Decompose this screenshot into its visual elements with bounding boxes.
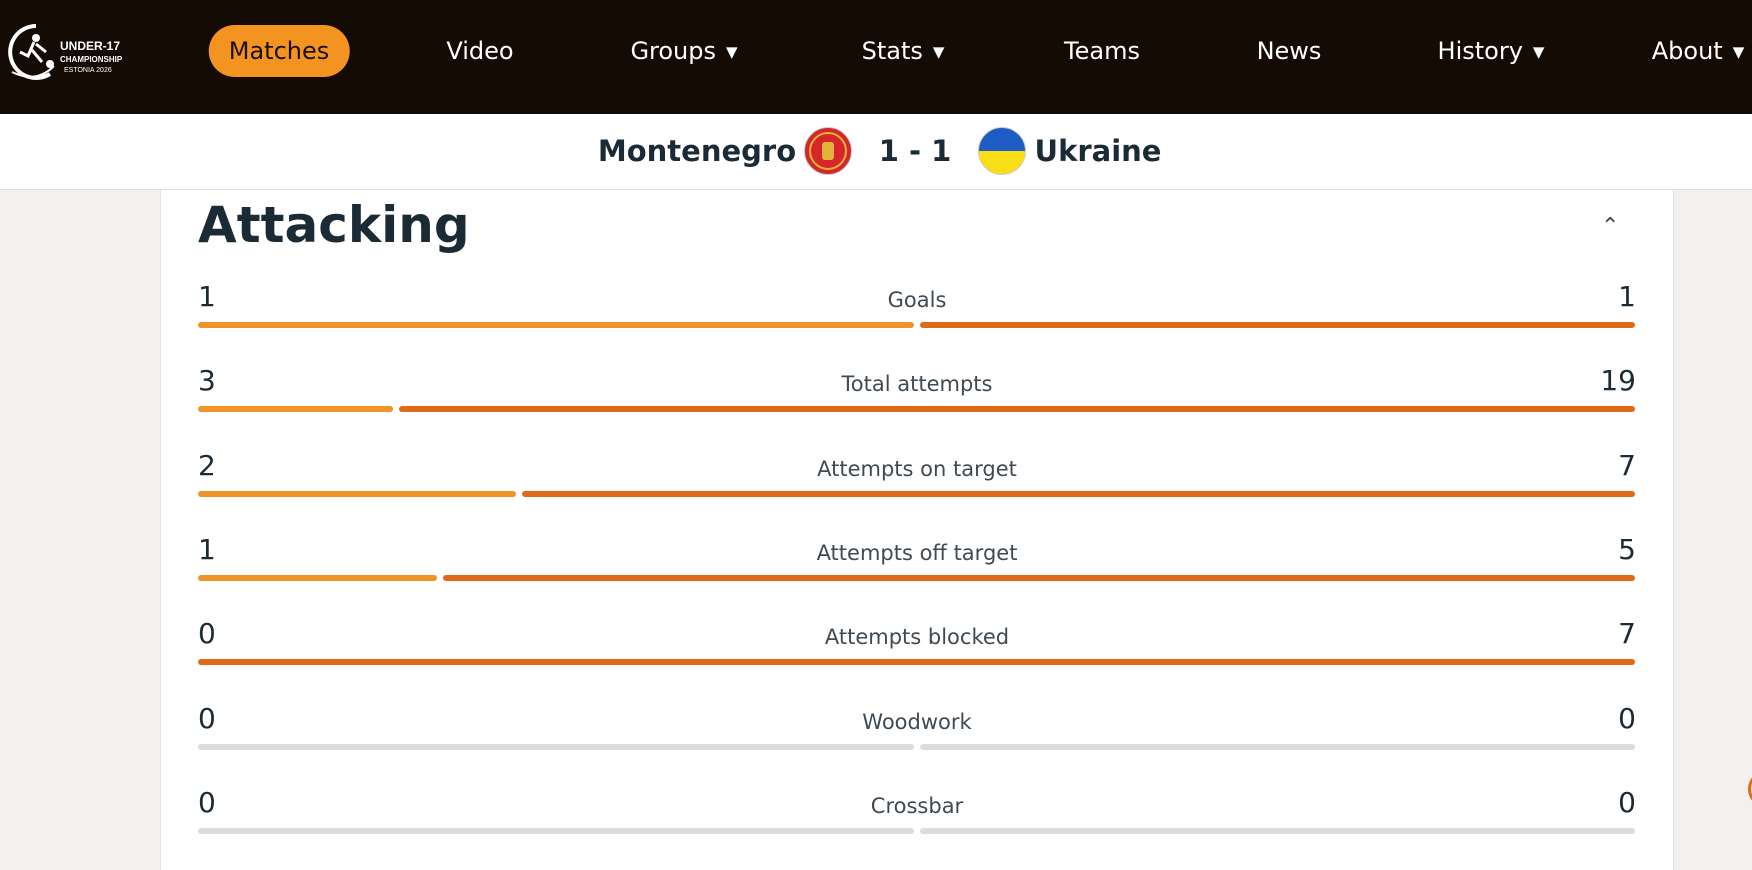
- away-value: 0: [1618, 701, 1636, 735]
- caret-down-icon: ▼: [932, 43, 945, 61]
- away-bar: [442, 574, 1635, 581]
- match-score: 1 - 1: [878, 134, 952, 168]
- caret-down-icon: ▼: [1732, 43, 1745, 61]
- chevron-up-icon[interactable]: ⌃: [1601, 214, 1620, 239]
- away-bar: [919, 743, 1635, 750]
- nav-item-label: News: [1256, 37, 1322, 65]
- home-value: 0: [198, 785, 216, 819]
- home-value: 0: [198, 701, 216, 735]
- home-value: 0: [198, 617, 216, 651]
- caret-down-icon: ▼: [1532, 43, 1545, 61]
- nav-item-stats[interactable]: Stats ▼: [862, 37, 945, 65]
- nav-item-label: Groups: [630, 37, 717, 65]
- home-bar: [198, 490, 516, 497]
- home-value: 1: [198, 280, 216, 313]
- top-navigation: UNDER-17 CHAMPIONSHIP ESTONIA 2026 Match…: [0, 0, 1752, 114]
- stat-label: Attempts on target: [817, 456, 1017, 481]
- svg-text:UNDER-17: UNDER-17: [60, 39, 120, 53]
- home-value: 2: [198, 448, 216, 482]
- away-bar: [919, 322, 1635, 328]
- caret-down-icon: ▼: [726, 43, 738, 61]
- floating-button[interactable]: [1748, 772, 1752, 806]
- nav-item-label: Matches: [228, 37, 330, 65]
- nav-item-teams[interactable]: Teams: [1064, 37, 1140, 65]
- home-bar: [198, 743, 914, 750]
- ukraine-flag-icon: [978, 127, 1026, 175]
- stat-label: Crossbar: [870, 793, 964, 818]
- nav-item-video[interactable]: Video: [446, 37, 513, 65]
- away-value: 5: [1618, 532, 1636, 566]
- away-bar: [198, 659, 1635, 666]
- stat-row: 0 Attempts blocked 7: [161, 617, 1673, 701]
- nav-item-label: Stats: [861, 37, 923, 65]
- home-bar: [198, 322, 914, 328]
- montenegro-flag-icon: [804, 127, 852, 175]
- section-title: Attacking: [198, 196, 470, 254]
- stat-row: 2 Attempts on target 7: [161, 449, 1673, 533]
- home-bar: [198, 406, 394, 413]
- home-bar: [198, 827, 914, 834]
- stat-label: Attempts off target: [816, 540, 1018, 565]
- svg-text:ESTONIA 2026: ESTONIA 2026: [64, 67, 112, 74]
- nav-item-label: History: [1437, 37, 1523, 65]
- home-team-name[interactable]: Montenegro: [597, 134, 797, 168]
- stat-label: Attempts blocked: [824, 625, 1010, 650]
- nav-item-matches[interactable]: Matches: [208, 25, 350, 77]
- home-value: 1: [198, 532, 216, 566]
- stat-label: Woodwork: [862, 709, 972, 734]
- away-bar: [522, 490, 1635, 497]
- stat-row: 0 Woodwork 0: [161, 702, 1673, 786]
- nav-item-history[interactable]: History ▼: [1438, 37, 1545, 65]
- stat-row: 3 Total attempts 19: [161, 364, 1673, 448]
- stat-row: 1 Attempts off target 5: [161, 533, 1673, 617]
- away-value: 19: [1600, 364, 1636, 398]
- away-value: 1: [1618, 280, 1636, 313]
- match-score-bar: Montenegro 1 - 1 Ukraine: [0, 114, 1752, 190]
- nav-item-label: About: [1651, 37, 1723, 65]
- away-value: 7: [1618, 448, 1636, 482]
- stat-label: Goals: [887, 288, 947, 312]
- away-team-name[interactable]: Ukraine: [1034, 134, 1162, 168]
- home-bar: [198, 574, 437, 581]
- stat-row: 0 Crossbar 0: [161, 786, 1673, 870]
- home-value: 3: [198, 364, 216, 398]
- uefa-u17-logo[interactable]: UNDER-17 CHAMPIONSHIP ESTONIA 2026: [6, 22, 136, 82]
- away-value: 0: [1618, 785, 1636, 819]
- nav-item-groups[interactable]: Groups ▼: [630, 37, 737, 65]
- away-bar: [399, 406, 1635, 413]
- stat-label: Total attempts: [841, 372, 993, 397]
- svg-text:CHAMPIONSHIP: CHAMPIONSHIP: [60, 55, 123, 64]
- nav-item-news[interactable]: News: [1257, 37, 1322, 65]
- nav-item-about[interactable]: About ▼: [1652, 37, 1745, 65]
- nav-item-label: Teams: [1064, 37, 1140, 65]
- away-value: 7: [1618, 617, 1636, 651]
- stat-row: 1 Goals 1: [161, 280, 1673, 364]
- away-bar: [919, 827, 1635, 834]
- nav-item-label: Video: [446, 37, 514, 65]
